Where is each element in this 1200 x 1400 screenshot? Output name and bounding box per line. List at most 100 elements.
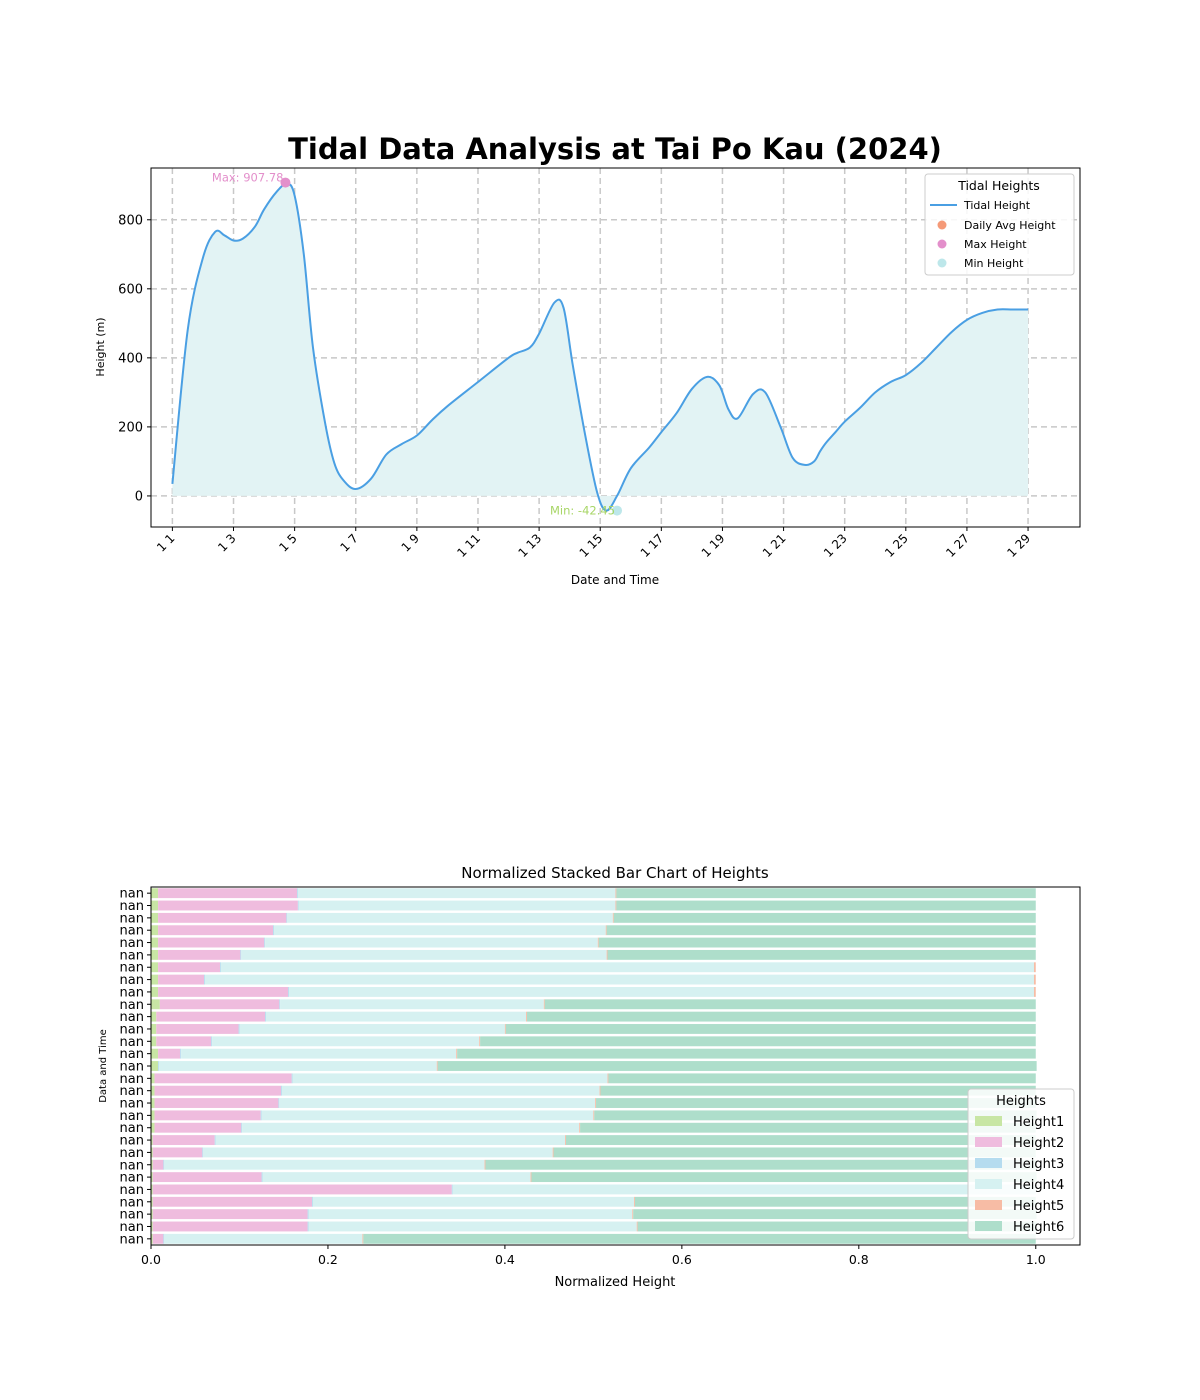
bar-segment-height4 (262, 1172, 531, 1183)
bar-segment-height3 (296, 888, 298, 899)
bar-segment-height5 (1033, 974, 1036, 985)
legend-swatch-height4 (975, 1179, 1002, 1189)
bar-segment-height6 (633, 1209, 1037, 1220)
legend-entry-height6: Height6 (1013, 1220, 1064, 1235)
bar-segment-height2 (159, 999, 280, 1010)
bar-segment-height3 (240, 949, 242, 960)
bar-segment-height5 (579, 1122, 581, 1133)
y-tick-label: nan (120, 998, 144, 1013)
bar-segment-height3 (260, 1110, 262, 1121)
bar-segment-height5 (607, 1073, 609, 1084)
y-tick-label: nan (120, 1084, 144, 1099)
bar-segment-height3 (265, 1011, 267, 1022)
bar-segment-height1 (151, 1184, 153, 1195)
bar-segment-height2 (154, 1098, 279, 1108)
legend-entry-tidal-height: Tidal Height (963, 199, 1031, 212)
bar-segment-height5 (615, 888, 617, 899)
bar-segment-height2 (152, 1135, 215, 1146)
x-tick-label: 1 23 (821, 531, 850, 560)
legend-max-swatch (937, 239, 947, 249)
bar-segment-height3 (286, 912, 288, 923)
x-tick-label: 1 13 (515, 531, 544, 560)
x-tick-label: 0.6 (672, 1252, 692, 1267)
bar-segment-height4 (203, 1147, 553, 1158)
bar-segment-height2 (156, 1024, 239, 1034)
line-chart-x-ticks: 1 1 1 3 1 5 1 7 1 9 1 11 1 13 1 15 1 17 1 19 1 21 1… (154, 527, 1033, 560)
bar-segment-height5 (605, 925, 607, 936)
y-tick-label: nan (120, 973, 144, 988)
y-tick-label: nan (120, 1183, 144, 1198)
line-chart-frame (150, 167, 1081, 528)
legend-entry-height4: Height4 (1013, 1178, 1064, 1193)
bar-segment-height5 (1033, 962, 1036, 973)
bar-segment-height1 (151, 1098, 155, 1108)
bar-chart-y-ticks: nannannannannannannannannannannannannann… (120, 887, 151, 1247)
bar-segment-height5 (484, 1159, 486, 1170)
bar-segment-height2 (158, 888, 297, 899)
tidal-area-fill (172, 183, 1029, 511)
y-tick-label: 600 (118, 282, 143, 297)
bar-segment-height5 (362, 1233, 364, 1244)
bar-segment-height5 (606, 949, 608, 960)
y-tick-label: nan (120, 887, 144, 902)
y-tick-label: 800 (118, 213, 143, 228)
bar-segment-height5 (526, 1011, 528, 1022)
bar-segment-height6 (608, 1073, 1036, 1084)
bar-segment-height4 (308, 1209, 633, 1220)
y-tick-label: nan (120, 936, 144, 951)
bar-segment-height2 (152, 1196, 313, 1207)
line-legend-box (924, 173, 1075, 276)
bar-segment-height6 (544, 999, 1036, 1010)
bar-segment-height4 (287, 912, 613, 923)
bar-segment-height1 (151, 1110, 155, 1121)
y-tick-label: nan (120, 899, 144, 914)
bar-segment-height6 (485, 1159, 1037, 1170)
bar-segment-height3 (220, 962, 221, 973)
x-tick-label: 0.0 (141, 1252, 161, 1267)
line-chart-x-axis-label: Date and Time (571, 573, 659, 587)
line-chart-legend: Tidal Heights Tidal Height Daily Avg Hei… (924, 173, 1075, 276)
bar-segment-height5 (456, 1048, 458, 1059)
bar-segment-height4 (220, 962, 1034, 973)
bar-segment-height4 (239, 1024, 505, 1034)
x-tick-label: 0.8 (849, 1252, 869, 1267)
bar-segment-height6 (527, 1011, 1036, 1022)
max-height-marker (280, 177, 291, 188)
x-tick-label: 1 15 (577, 531, 606, 560)
bar-segment-height3 (288, 986, 290, 997)
bar-segment-height6 (363, 1233, 1036, 1244)
bar-segment-height4 (261, 1110, 594, 1121)
bar-segment-height2 (158, 962, 221, 973)
bar-segment-height1 (151, 1159, 153, 1170)
bar-segment-height2 (158, 949, 241, 960)
bar-segment-height4 (241, 949, 607, 960)
bar-segment-height1 (151, 925, 159, 936)
legend-entry-daily-avg: Daily Avg Height (964, 219, 1056, 232)
bar-segment-height2 (152, 1233, 164, 1244)
bar-segment-height1 (151, 949, 159, 960)
bar-segment-height4 (273, 925, 606, 936)
bar-segment-height1 (151, 1196, 153, 1207)
bar-segment-height2 (152, 1172, 262, 1183)
bar-segment-height1 (151, 1221, 153, 1232)
bar-segment-height4 (292, 1073, 608, 1084)
bar-segment-height1 (151, 888, 159, 899)
bar-chart-x-axis-label: Normalized Height (555, 1275, 676, 1290)
bar-segment-height1 (151, 1061, 159, 1071)
legend-swatch-height1 (975, 1116, 1002, 1126)
bar-segment-height1 (151, 1209, 153, 1220)
bar-segment-height5 (595, 1098, 597, 1108)
bar-segment-height2 (154, 1122, 242, 1133)
bar-segment-height2 (158, 986, 289, 997)
bar-segment-height6 (598, 937, 1036, 948)
y-tick-label: nan (120, 1121, 144, 1136)
bar-segment-height6 (616, 900, 1036, 911)
bar-segment-height1 (151, 1135, 153, 1146)
bar-segment-height2 (158, 900, 298, 911)
x-tick-label: 1 11 (454, 531, 483, 560)
x-tick-label: 1 29 (1004, 531, 1033, 560)
x-tick-label: 0.4 (495, 1252, 515, 1267)
x-tick-label: 1 17 (638, 531, 667, 560)
tidal-line-chart: Tidal Data Analysis at Tai Po Kau (2024)… (94, 132, 1081, 587)
bar-segment-height6 (634, 1196, 1036, 1207)
